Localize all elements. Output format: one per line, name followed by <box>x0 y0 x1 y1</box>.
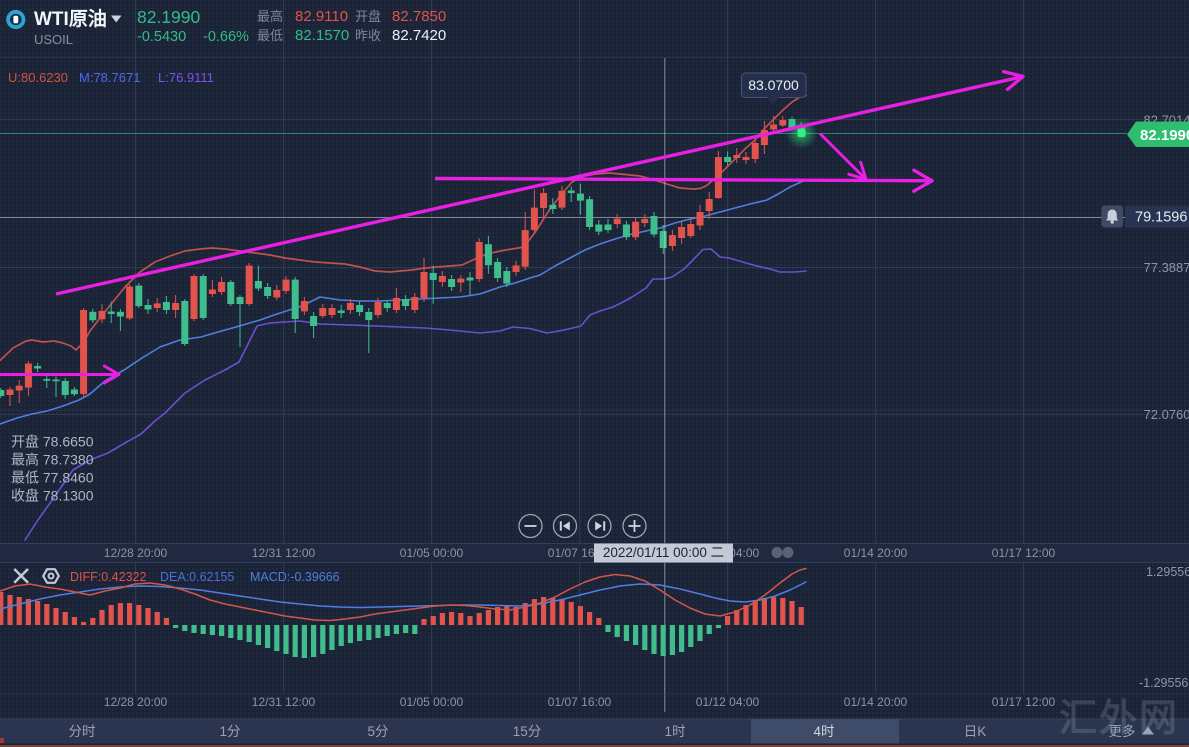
svg-text:01/12 04:00: 01/12 04:00 <box>696 695 760 709</box>
svg-text:日K: 日K <box>964 724 987 739</box>
svg-text:72.0760: 72.0760 <box>1144 407 1189 422</box>
svg-text:USOIL: USOIL <box>34 32 73 47</box>
svg-text:82.1570: 82.1570 <box>295 27 349 44</box>
svg-text:DEA:0.62155: DEA:0.62155 <box>160 570 234 584</box>
svg-text:01/05 00:00: 01/05 00:00 <box>400 695 464 709</box>
svg-text:更多: 更多 <box>1109 723 1136 739</box>
svg-text:12/28 20:00: 12/28 20:00 <box>104 695 168 709</box>
svg-text:12/28 20:00: 12/28 20:00 <box>104 546 168 560</box>
svg-text:开盘: 开盘 <box>355 9 381 24</box>
svg-text:最高: 最高 <box>257 9 283 24</box>
svg-text:01/17 12:00: 01/17 12:00 <box>992 546 1056 560</box>
svg-text:12/31 12:00: 12/31 12:00 <box>252 546 316 560</box>
svg-text:DIFF:0.42322: DIFF:0.42322 <box>70 570 146 584</box>
svg-text:M:78.7671: M:78.7671 <box>79 70 140 85</box>
svg-text:77.3887: 77.3887 <box>1144 260 1189 275</box>
svg-text:01/14 20:00: 01/14 20:00 <box>844 546 908 560</box>
svg-text:1分: 1分 <box>219 724 240 739</box>
svg-text:MACD:-0.39666: MACD:-0.39666 <box>250 570 340 584</box>
svg-text:L:76.9111: L:76.9111 <box>158 70 214 85</box>
svg-text:收盘 78.1300: 收盘 78.1300 <box>11 488 94 504</box>
svg-text:5分: 5分 <box>367 724 388 739</box>
svg-text:01/05 00:00: 01/05 00:00 <box>400 546 464 560</box>
svg-text:01/14 20:00: 01/14 20:00 <box>844 695 908 709</box>
svg-text:开盘 78.6650: 开盘 78.6650 <box>11 434 94 450</box>
svg-text:1时: 1时 <box>664 724 685 739</box>
svg-text:最高 78.7380: 最高 78.7380 <box>11 452 94 468</box>
svg-text:最低 77.8460: 最低 77.8460 <box>11 470 94 486</box>
svg-text:82.7420: 82.7420 <box>392 27 446 44</box>
svg-text:15分: 15分 <box>513 724 542 739</box>
svg-text:83.0700: 83.0700 <box>748 77 799 93</box>
svg-text:01/07 16:00: 01/07 16:00 <box>548 695 612 709</box>
svg-text:U:80.6230: U:80.6230 <box>8 70 68 85</box>
svg-text:82.1990: 82.1990 <box>137 7 201 27</box>
svg-text:82.1990: 82.1990 <box>1140 127 1189 144</box>
svg-text:昨收: 昨收 <box>355 28 381 43</box>
svg-text:01/17 12:00: 01/17 12:00 <box>992 695 1056 709</box>
svg-text:1.29556: 1.29556 <box>1146 565 1189 579</box>
svg-text:-0.5430: -0.5430 <box>137 29 186 45</box>
svg-text:WTI原油: WTI原油 <box>34 8 107 30</box>
svg-text:分时: 分时 <box>69 724 96 739</box>
svg-text:82.9110: 82.9110 <box>295 8 348 25</box>
svg-text:-0.66%: -0.66% <box>203 29 249 45</box>
svg-text:2022/01/11 00:00 二: 2022/01/11 00:00 二 <box>603 545 724 560</box>
svg-text:82.7850: 82.7850 <box>392 8 446 25</box>
svg-text:最低: 最低 <box>257 28 283 43</box>
svg-text:汇外网: 汇外网 <box>1059 698 1179 740</box>
svg-text:4时: 4时 <box>813 724 834 739</box>
svg-text:79.1596: 79.1596 <box>1135 210 1187 226</box>
svg-text:-1.29556: -1.29556 <box>1139 676 1188 690</box>
svg-text:12/31 12:00: 12/31 12:00 <box>252 695 316 709</box>
